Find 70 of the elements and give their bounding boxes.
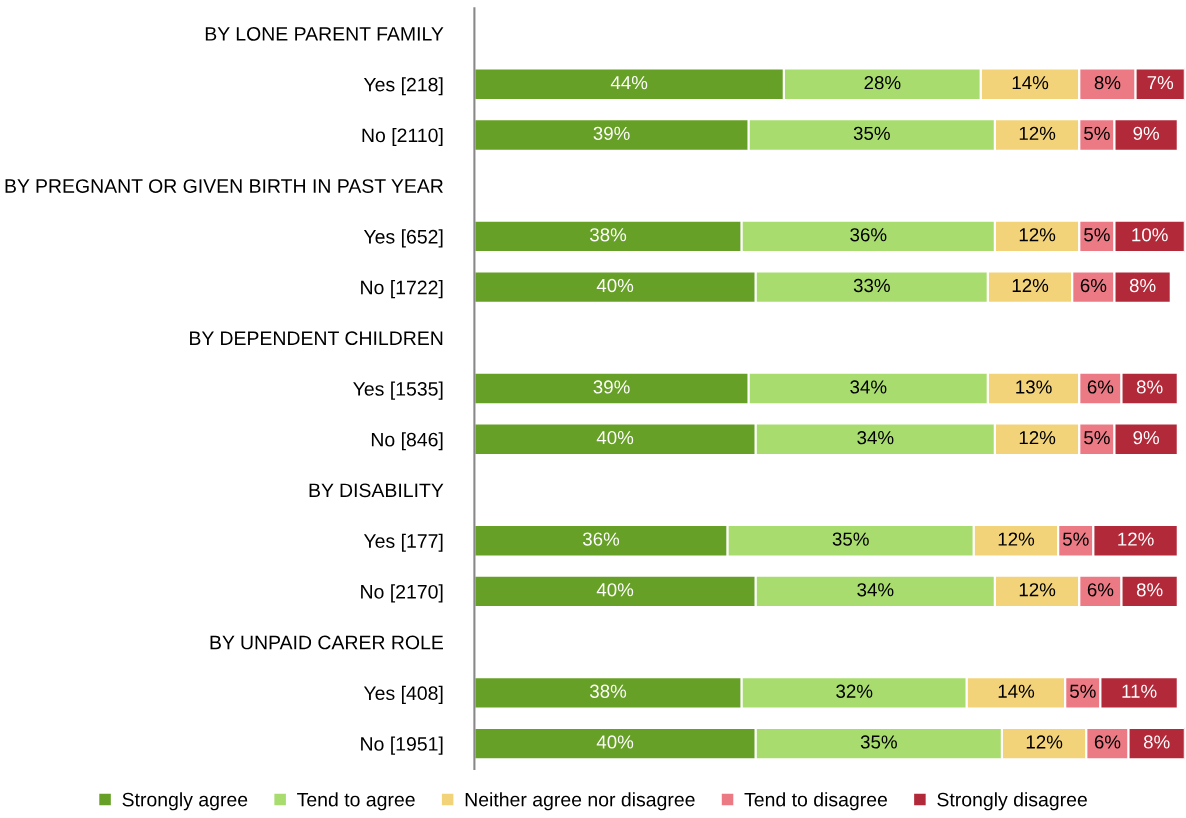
data-label: 13% — [1016, 380, 1052, 394]
y-tick-label: BY LONE PARENT FAMILY — [205, 27, 444, 41]
y-tick-label: Yes [177] — [363, 533, 443, 552]
data-label: 12% — [1026, 735, 1063, 749]
y-tick-label: BY UNPAID CARER ROLE — [210, 635, 443, 650]
data-label: 9% — [1133, 431, 1160, 445]
data-label: 8% — [1143, 735, 1170, 749]
y-tick-label: Yes [1535] — [353, 381, 443, 400]
data-label: 28% — [864, 76, 901, 90]
data-label: 12% — [1012, 278, 1049, 293]
y-tick-label: No [846] — [371, 432, 443, 451]
data-label: 5% — [1070, 684, 1096, 698]
y-tick-label: Yes [408] — [363, 685, 443, 704]
data-label: 8% — [1136, 583, 1163, 597]
data-label: 5% — [1062, 532, 1089, 546]
data-label: 8% — [1094, 76, 1121, 90]
data-label: 12% — [1019, 228, 1056, 242]
data-label: 34% — [850, 380, 887, 394]
data-label: 36% — [850, 228, 887, 242]
legend-label: Strongly disagree — [937, 792, 1087, 811]
data-label: 8% — [1136, 380, 1163, 394]
y-tick-label: Yes [218] — [363, 77, 443, 96]
data-label: 5% — [1084, 228, 1110, 242]
y-tick-label: Yes [652] — [363, 229, 443, 248]
data-label: 12% — [1118, 532, 1154, 546]
data-label: 6% — [1087, 380, 1114, 394]
data-label: 5% — [1084, 431, 1110, 445]
data-label: 32% — [836, 684, 873, 698]
data-label: 12% — [1019, 431, 1056, 445]
y-tick-label: No [1722] — [361, 280, 443, 299]
data-label: 6% — [1094, 735, 1121, 749]
data-label: 6% — [1087, 583, 1114, 597]
data-label: 38% — [589, 684, 627, 698]
data-label: 14% — [1012, 76, 1049, 90]
data-label: 7% — [1147, 76, 1174, 90]
y-tick-label: BY PREGNANT OR GIVEN BIRTH IN PAST YEAR — [5, 179, 443, 193]
y-tick-label: No [2110] — [362, 127, 443, 147]
data-label: 5% — [1084, 126, 1110, 140]
data-label: 34% — [857, 431, 894, 445]
data-label: 12% — [1019, 126, 1056, 140]
data-label: 9% — [1133, 126, 1160, 140]
data-label: 35% — [832, 532, 869, 546]
data-label: 44% — [610, 76, 648, 90]
data-label: 35% — [860, 735, 897, 749]
legend-label: Tend to disagree — [744, 792, 887, 811]
data-label: 40% — [596, 735, 634, 749]
data-label: 34% — [857, 583, 894, 597]
data-label: 12% — [1019, 583, 1056, 597]
data-label: 11% — [1122, 684, 1157, 698]
legend-label: Tend to agree — [297, 792, 415, 811]
data-label: 10% — [1132, 228, 1168, 242]
data-label: 8% — [1129, 278, 1156, 293]
data-label: 35% — [853, 126, 890, 140]
data-label: 39% — [593, 380, 630, 394]
y-tick-label: No [1951] — [361, 736, 443, 755]
data-label: 14% — [998, 684, 1035, 698]
data-label: 12% — [998, 532, 1035, 546]
y-tick-label: No [2170] — [361, 584, 443, 603]
y-tick-label: BY DISABILITY — [309, 483, 444, 498]
data-label: 33% — [853, 278, 890, 293]
data-label: 40% — [596, 583, 634, 597]
data-label: 38% — [589, 228, 627, 242]
data-label: 6% — [1080, 278, 1107, 293]
legend-label: Strongly agree — [122, 792, 248, 811]
data-label: 36% — [582, 532, 620, 546]
data-label: 40% — [596, 278, 634, 293]
y-tick-label: BY DEPENDENT CHILDREN — [190, 331, 443, 346]
data-label: 39% — [593, 126, 630, 140]
legend-label: Neither agree nor disagree — [465, 792, 695, 811]
data-label: 40% — [596, 431, 634, 445]
